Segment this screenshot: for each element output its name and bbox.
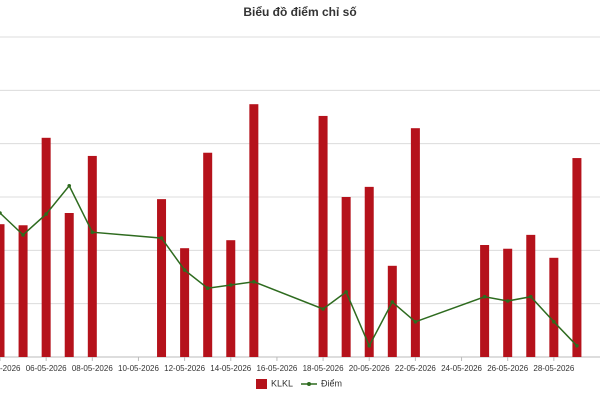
x-tick-label: 12-05-2026 (164, 364, 205, 373)
line-point (505, 299, 510, 303)
bar (572, 158, 582, 357)
line (0, 184, 578, 348)
line-point (413, 320, 418, 324)
x-tick-label: 18-05-2026 (303, 364, 344, 373)
bar (480, 245, 490, 357)
x-tick-label: 08-05-2026 (72, 364, 113, 373)
bar (549, 257, 559, 357)
line-point (390, 300, 395, 304)
legend-label: Điểm (321, 378, 342, 388)
line-point (67, 184, 72, 188)
bar (64, 213, 74, 357)
bar (318, 115, 328, 357)
line-point (482, 294, 487, 299)
line-point (344, 290, 348, 294)
x-tick-label: 26-05-2026 (487, 364, 528, 373)
bar (157, 199, 167, 357)
line-point (228, 283, 233, 287)
x-tick-label: 24-05-2026 (441, 364, 482, 373)
x-tick-label: 10-05-2026 (118, 364, 159, 373)
line-point (252, 280, 256, 284)
line-point (205, 286, 210, 291)
bar (0, 224, 5, 357)
bar (180, 248, 190, 357)
bar (203, 152, 213, 357)
bar (387, 265, 397, 357)
chart-title: Biểu đồ điểm chỉ số (243, 5, 356, 19)
line-point (321, 307, 325, 311)
bar (87, 155, 97, 357)
bar (249, 104, 259, 357)
legend-swatch (256, 379, 267, 389)
bar (18, 225, 28, 357)
line-point (575, 344, 579, 348)
bar (503, 248, 513, 357)
bar (226, 240, 236, 357)
x-tick-label: 28-05-2026 (533, 364, 574, 373)
x-tick-label: 04-05-2026 (0, 364, 21, 373)
line-point (44, 212, 48, 216)
line-point (367, 344, 372, 348)
bar (341, 197, 351, 357)
line-point (159, 236, 164, 240)
bar (41, 137, 51, 357)
x-tick-label: 14-05-2026 (210, 364, 251, 373)
line-point (528, 294, 533, 299)
line-point (552, 320, 556, 324)
legend-swatch-point (307, 382, 311, 386)
legend-label: KLKL (271, 378, 293, 388)
line-point (21, 233, 25, 237)
line-point (182, 268, 187, 272)
bar (364, 186, 374, 357)
x-tick-label: 16-05-2026 (256, 364, 297, 373)
bar (410, 128, 420, 357)
x-tick-label: 22-05-2026 (395, 364, 436, 373)
line-point (90, 230, 95, 234)
x-tick-label: 20-05-2026 (349, 364, 390, 373)
x-tick-label: 06-05-2026 (26, 364, 67, 373)
line-point (0, 211, 2, 215)
